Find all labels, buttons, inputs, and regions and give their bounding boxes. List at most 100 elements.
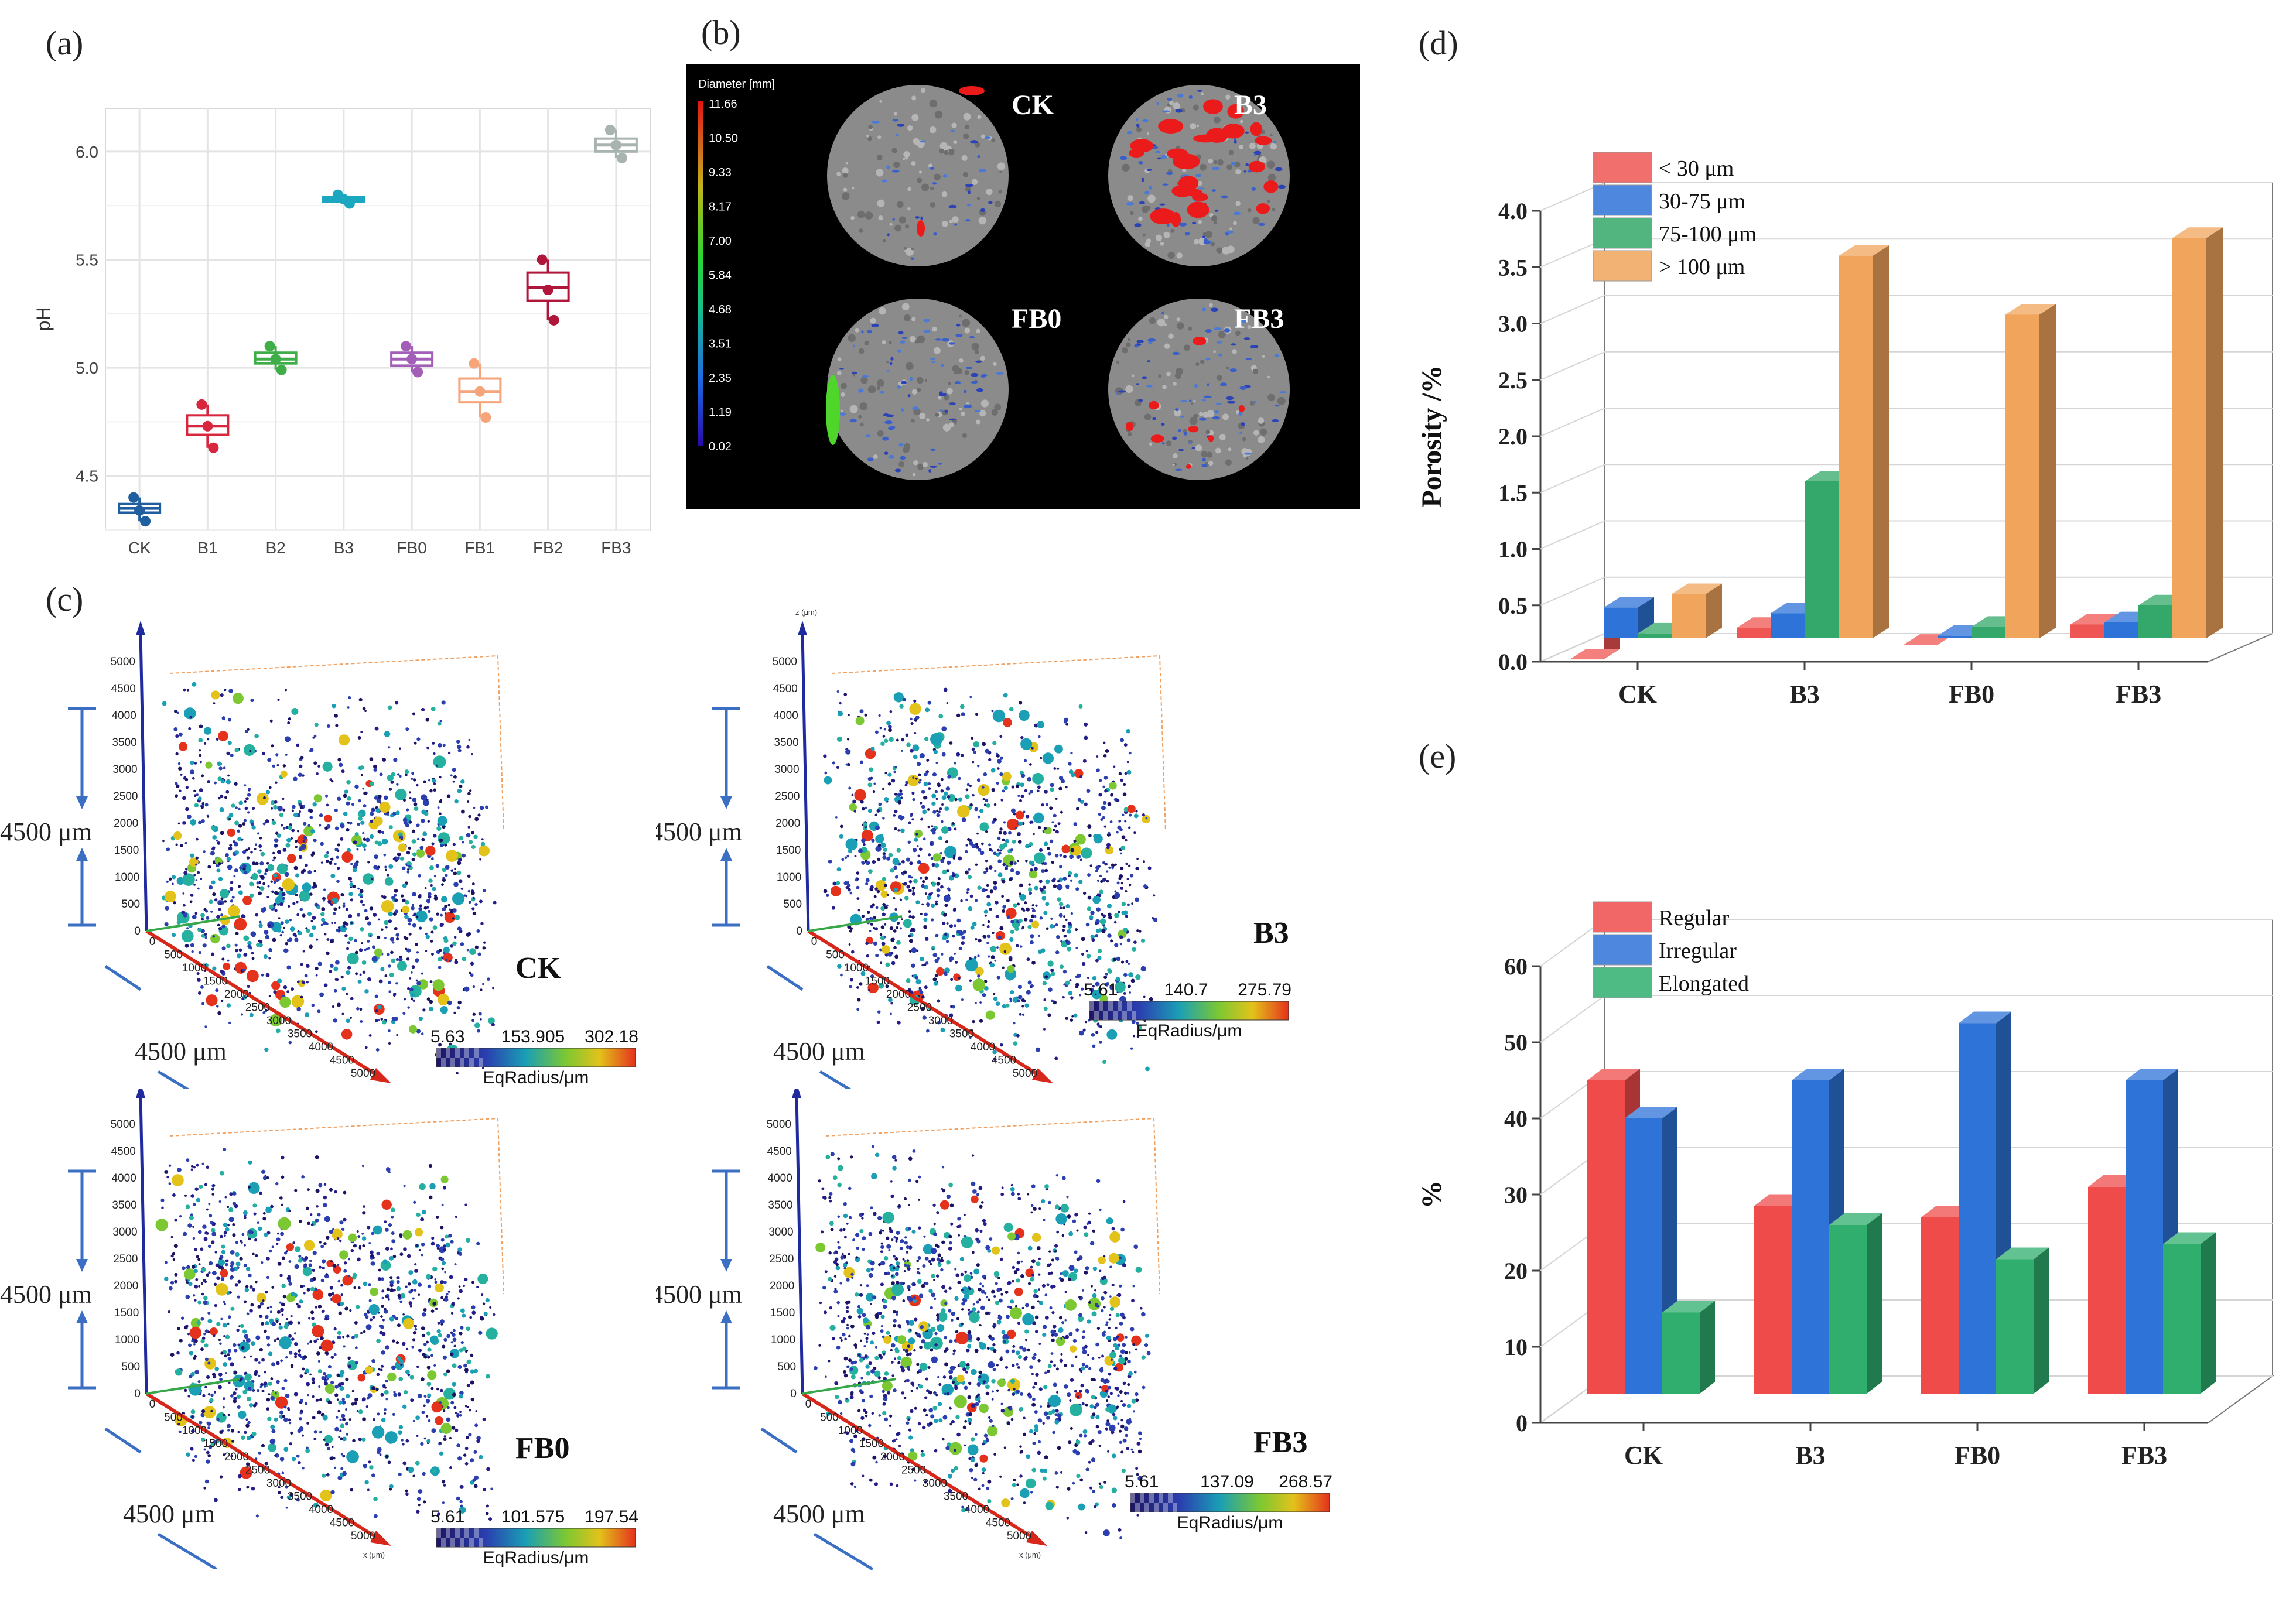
pore-sphere	[283, 1447, 289, 1452]
pore-sphere	[180, 1316, 184, 1320]
pore-sphere	[235, 1261, 241, 1267]
pore-sphere	[453, 1011, 456, 1014]
pore-sphere	[177, 1423, 180, 1426]
pore-sphere	[242, 867, 246, 871]
pore-sphere	[882, 912, 886, 916]
pore-sphere	[462, 841, 464, 844]
pore-sphere	[1081, 987, 1084, 991]
pore-sphere	[183, 871, 188, 875]
pore-sphere	[190, 1415, 194, 1419]
pore-sphere	[424, 887, 427, 889]
pore-sphere	[1096, 879, 1100, 882]
pore-sphere	[267, 1416, 272, 1422]
pore-sphere	[873, 782, 876, 785]
pore-sphere	[439, 776, 442, 779]
pore-sphere	[886, 856, 891, 861]
pore-sphere	[1086, 1319, 1091, 1324]
pore-sphere	[962, 930, 966, 934]
pore-sphere	[334, 826, 339, 830]
data-point	[401, 341, 412, 352]
pore-sphere	[855, 1233, 860, 1237]
ct-grain	[879, 307, 886, 315]
x-tick-label: 1500	[865, 976, 890, 988]
pore-sphere	[1119, 852, 1122, 855]
pore-sphere	[274, 838, 279, 843]
pore-sphere	[1102, 861, 1105, 864]
pore-sphere	[312, 736, 315, 739]
pore-sphere	[452, 917, 455, 920]
pore-sphere	[368, 1304, 380, 1315]
ct-pore	[1202, 307, 1206, 312]
pore-sphere	[947, 775, 951, 779]
ct-grain	[915, 339, 920, 344]
pore-sphere	[966, 888, 970, 891]
eq-colorbar-check	[469, 1538, 474, 1547]
pore-sphere	[449, 851, 459, 860]
pore-sphere	[281, 1284, 286, 1289]
pore-sphere	[294, 839, 298, 843]
pore-sphere	[326, 859, 329, 863]
ct-pore	[988, 200, 993, 204]
pore-sphere	[903, 882, 907, 886]
ct-grain	[1172, 463, 1175, 466]
pore-sphere	[472, 1012, 476, 1016]
pore-sphere	[259, 1191, 263, 1195]
pore-sphere	[412, 1297, 415, 1300]
pore-sphere	[363, 873, 374, 885]
pore-sphere	[1023, 909, 1026, 912]
pore-sphere	[227, 1315, 231, 1319]
ct-pore	[1159, 203, 1166, 206]
pore-sphere	[464, 1446, 469, 1450]
pore-sphere	[1129, 991, 1132, 994]
pore-sphere	[880, 842, 886, 848]
pore-sphere	[220, 794, 224, 798]
pore-sphere	[476, 1286, 479, 1289]
pore-sphere	[411, 857, 415, 861]
pore-sphere	[467, 1406, 470, 1408]
pore-sphere	[337, 850, 340, 852]
ct-pore	[1191, 221, 1197, 224]
pore-sphere	[329, 964, 334, 968]
pore-sphere	[443, 1372, 447, 1377]
pore-sphere	[381, 1296, 384, 1299]
pore-sphere	[1120, 846, 1126, 851]
pore-sphere	[369, 935, 372, 937]
pore-sphere	[983, 985, 989, 991]
ct-grain	[1248, 208, 1252, 213]
ct-grain	[959, 314, 962, 317]
pore-sphere	[1011, 808, 1016, 813]
pore-sphere	[977, 954, 980, 957]
pore-sphere	[865, 942, 869, 946]
pore-sphere	[245, 730, 248, 733]
pore-sphere	[346, 1018, 351, 1024]
pore-sphere	[1003, 693, 1008, 698]
ct-grain	[1187, 326, 1193, 331]
pore-sphere	[365, 1366, 373, 1374]
ct-pore	[897, 123, 905, 127]
pore-sphere	[411, 829, 415, 833]
pore-sphere	[298, 1349, 301, 1352]
pore-sphere	[256, 1389, 260, 1392]
pore-sphere	[440, 1323, 443, 1326]
pore-sphere	[874, 887, 878, 891]
pore-sphere	[373, 1418, 375, 1421]
data-point	[128, 492, 139, 503]
pore-sphere	[894, 766, 897, 768]
x-tick-label-a: FB1	[465, 539, 495, 556]
pore-sphere	[935, 761, 938, 764]
pore-sphere	[216, 1322, 221, 1326]
pore-sphere	[406, 868, 409, 871]
pore-sphere	[436, 1329, 441, 1334]
pore-sphere	[237, 829, 240, 833]
pore-sphere	[234, 943, 238, 947]
pore-sphere	[244, 1244, 246, 1247]
pore-sphere	[1071, 845, 1082, 856]
ct-pore	[907, 394, 911, 398]
pore-sphere	[888, 1248, 891, 1251]
pore-sphere	[882, 877, 886, 881]
ct-pore	[1178, 222, 1187, 227]
pore-sphere	[863, 822, 867, 827]
pore-sphere	[259, 861, 264, 866]
pore-sphere	[961, 712, 965, 717]
pore-sphere	[894, 908, 897, 911]
